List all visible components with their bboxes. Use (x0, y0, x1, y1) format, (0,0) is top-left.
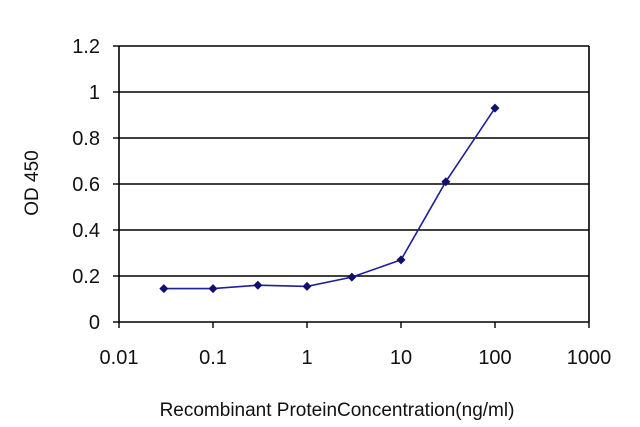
y-tick-label: 0.2 (72, 266, 100, 288)
x-tick-label: 1000 (567, 347, 612, 369)
data-point (347, 272, 357, 282)
data-point (396, 255, 406, 265)
x-tick-label: 100 (478, 347, 511, 369)
y-tick-label: 1 (89, 82, 100, 104)
y-tick-label: 1.2 (72, 36, 100, 58)
y-tick-label: 0.8 (72, 128, 100, 150)
x-axis-title: Recombinant ProteinConcentration(ng/ml) (160, 400, 515, 421)
y-tick-label: 0.6 (72, 174, 100, 196)
y-ticks: 0 0.2 0.4 0.6 0.8 1 1.2 (72, 36, 119, 334)
y-tick-label: 0 (89, 312, 100, 334)
x-ticks: 0.01 0.1 1 10 100 1000 (100, 322, 612, 369)
x-tick-label: 10 (390, 347, 412, 369)
data-point (208, 284, 218, 294)
x-tick-label: 0.01 (100, 347, 139, 369)
y-axis-title: OD 450 (22, 150, 43, 215)
x-tick-label: 1 (301, 347, 312, 369)
gridlines (119, 45, 589, 277)
series-line (163, 107, 496, 290)
data-point (490, 103, 500, 113)
x-tick-label: 0.1 (199, 347, 227, 369)
data-point (302, 281, 312, 291)
series-group (159, 103, 500, 294)
y-tick-label: 0.4 (72, 220, 100, 242)
data-point (253, 280, 263, 290)
data-point (441, 177, 451, 187)
data-point (159, 284, 169, 294)
